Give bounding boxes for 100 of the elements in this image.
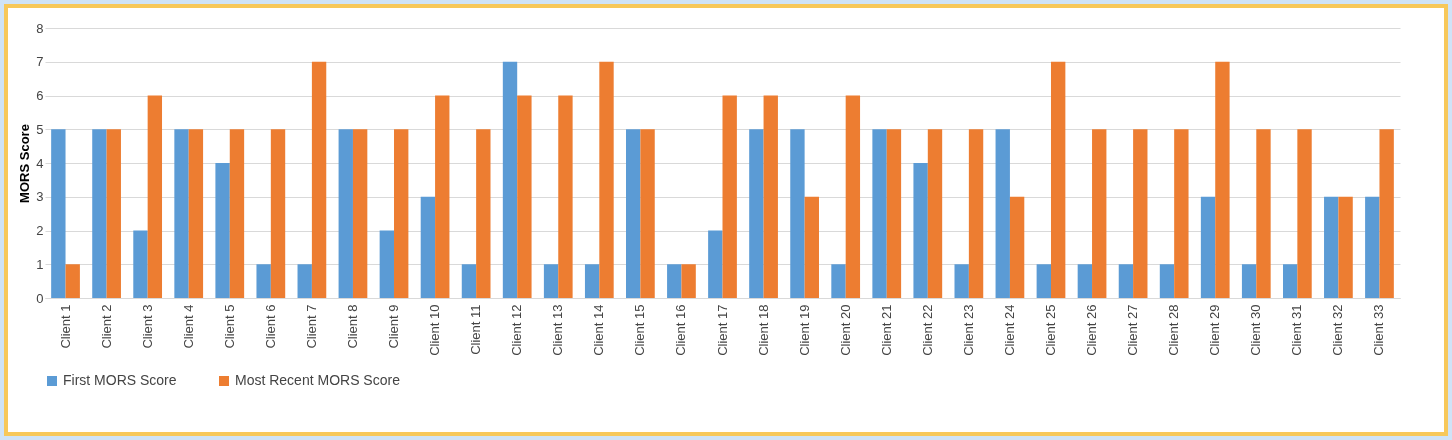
y-tick-label: 2 — [36, 223, 44, 238]
bar — [461, 264, 477, 298]
y-tick-label: 4 — [36, 155, 44, 171]
bar — [147, 95, 163, 298]
x-tick-label: Client 18 — [755, 304, 771, 356]
bar — [722, 95, 737, 298]
bar — [1200, 196, 1216, 298]
bar — [708, 230, 723, 298]
x-tick-label: Client 15 — [632, 304, 648, 356]
bar — [476, 129, 491, 298]
bar — [420, 196, 436, 298]
bar — [1133, 129, 1148, 298]
bar — [1118, 264, 1134, 298]
x-tick-label: Client 11 — [468, 304, 484, 355]
bar — [763, 95, 778, 298]
bar — [256, 264, 271, 298]
bar — [1338, 196, 1353, 298]
bar — [352, 129, 368, 298]
x-tick-label: Client 32 — [1330, 304, 1346, 356]
bar — [968, 129, 984, 298]
x-tick-label: Client 28 — [1166, 304, 1182, 356]
bar — [379, 230, 395, 298]
bar — [1256, 129, 1271, 298]
bar — [1036, 264, 1051, 298]
bar — [338, 129, 353, 298]
x-tick-label: Client 9 — [386, 304, 402, 349]
bar — [872, 129, 887, 298]
x-tick-label: Client 6 — [262, 304, 278, 349]
x-tick-label: Client 31 — [1289, 304, 1305, 356]
y-tick-label: 0 — [36, 290, 44, 306]
x-tick-label: Client 17 — [714, 304, 730, 356]
bar — [1379, 129, 1394, 298]
bar — [133, 230, 148, 298]
x-tick-label: Client 29 — [1207, 304, 1223, 356]
bar — [92, 129, 107, 298]
y-tick-label: 8 — [36, 20, 44, 36]
x-tick-label: Client 27 — [1125, 304, 1141, 356]
bar — [640, 129, 655, 298]
x-tick-label: Client 10 — [427, 304, 443, 356]
y-axis-title: MORS Score — [17, 124, 33, 203]
x-tick-label: Client 26 — [1084, 304, 1100, 356]
bar — [311, 61, 327, 298]
x-tick-label: Client 20 — [837, 304, 853, 356]
bar — [681, 264, 696, 298]
bar — [1241, 264, 1257, 298]
bar — [626, 129, 641, 298]
x-tick-label: Client 3 — [139, 304, 155, 349]
bar — [845, 95, 861, 298]
bar — [584, 264, 600, 298]
bar — [51, 129, 66, 298]
y-tick-label: 3 — [36, 189, 44, 205]
y-tick-label: 7 — [36, 54, 44, 70]
bar — [517, 95, 532, 298]
bar — [65, 264, 80, 298]
bar — [229, 129, 245, 298]
bar — [599, 61, 614, 298]
bar — [174, 129, 189, 298]
x-tick-label: Client 19 — [796, 304, 812, 356]
bar — [394, 129, 409, 298]
bar — [1365, 196, 1380, 298]
bar — [106, 129, 121, 298]
y-tick-label: 6 — [36, 88, 44, 103]
bar — [543, 264, 559, 298]
x-tick-label: Client 13 — [550, 304, 566, 356]
x-tick-label: Client 30 — [1248, 304, 1264, 356]
bar — [886, 129, 902, 298]
bar — [558, 95, 573, 298]
bar — [1009, 196, 1025, 298]
bar — [1077, 264, 1093, 298]
bar — [667, 264, 682, 298]
bar — [804, 196, 819, 298]
bar — [1297, 129, 1312, 298]
x-tick-label: Client 21 — [878, 304, 894, 356]
bar — [1159, 264, 1175, 298]
legend-label: First MORS Score — [63, 372, 177, 388]
bar — [927, 129, 943, 298]
x-tick-label: Client 4 — [180, 304, 196, 349]
bar — [1092, 129, 1107, 298]
x-tick-label: Client 33 — [1371, 304, 1387, 356]
bar — [1050, 61, 1066, 298]
legend-label: Most Recent MORS Score — [235, 372, 401, 388]
bar — [995, 129, 1010, 298]
x-tick-label: Client 24 — [1001, 304, 1017, 356]
x-tick-label: Client 12 — [509, 304, 525, 356]
y-tick-label: 5 — [36, 121, 44, 137]
bar — [749, 129, 764, 298]
bar — [831, 264, 846, 298]
x-tick-label: Client 1 — [57, 304, 73, 349]
x-tick-label: Client 25 — [1042, 304, 1058, 356]
x-tick-label: Client 8 — [344, 304, 360, 349]
x-tick-label: Client 2 — [98, 304, 114, 349]
bar — [297, 264, 312, 298]
x-tick-label: Client 7 — [303, 304, 319, 349]
bar — [215, 163, 230, 298]
x-tick-label: Client 23 — [960, 304, 976, 356]
x-tick-label: Client 22 — [919, 304, 935, 356]
bar — [790, 129, 805, 298]
bar — [954, 264, 969, 298]
x-tick-label: Client 14 — [591, 304, 607, 356]
bar — [1282, 264, 1298, 298]
